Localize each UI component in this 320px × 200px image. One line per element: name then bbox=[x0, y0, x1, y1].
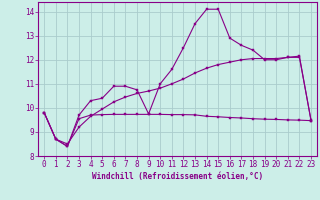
X-axis label: Windchill (Refroidissement éolien,°C): Windchill (Refroidissement éolien,°C) bbox=[92, 172, 263, 181]
